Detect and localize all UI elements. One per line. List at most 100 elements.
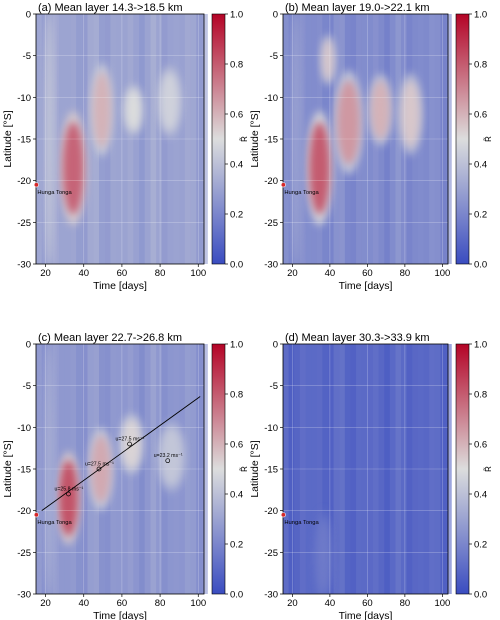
colorbar-tick-label: 1.0	[474, 10, 487, 21]
heatmap-column	[116, 344, 122, 594]
y-tick-label: -30	[17, 590, 31, 601]
y-tick-label: -5	[23, 381, 31, 392]
heatmap-column	[356, 344, 362, 594]
colorbar-tick-label: 0.2	[230, 210, 243, 221]
chart-panel-d: 20 40 60 80 100 -30 -25 -20 -15 -10 -5 0 (d) Mean la…	[249, 332, 493, 620]
colorbar-tick-label: 0.2	[474, 210, 487, 221]
heatmap-column	[418, 14, 424, 264]
heatmap-column	[184, 14, 191, 264]
colorbar-tick-label: 0.2	[474, 540, 487, 551]
heatmap-feature	[309, 122, 330, 214]
x-tick-label: 40	[325, 268, 336, 279]
x-tick-label: 20	[40, 268, 51, 279]
heatmap-column	[367, 14, 373, 264]
y-axis-label: Latitude [°S]	[249, 110, 261, 167]
chart-panel-c: 20 40 60 80 100 -30 -25 -20 -15 -10 -5 0 (c) Mean la…	[2, 332, 249, 620]
speed-point	[165, 458, 171, 464]
y-tick-label: -10	[17, 423, 31, 434]
heatmap-column	[87, 14, 94, 264]
colorbar-tick-label: 1.0	[230, 340, 243, 351]
colorbar-tick-label: 1.0	[474, 340, 487, 351]
y-tick-label: -5	[23, 51, 31, 62]
x-tick-label: 80	[400, 268, 411, 279]
heatmap-column	[196, 14, 203, 264]
speed-point	[127, 441, 132, 447]
chart-title: (a) Mean layer 14.3->18.5 km	[38, 2, 183, 14]
chart-title: (c) Mean layer 22.7->26.8 km	[38, 332, 182, 344]
x-tick-label: 20	[40, 598, 51, 609]
x-tick-label: 60	[117, 268, 128, 279]
heatmap-column	[395, 344, 402, 594]
heatmap-column	[179, 14, 185, 264]
hunga-tonga-marker	[33, 512, 39, 518]
colorbar	[211, 343, 226, 595]
heatmap-column	[367, 344, 373, 594]
colorbar-tick-label: 0.2	[230, 540, 243, 551]
y-axis-label: Latitude [°S]	[2, 110, 14, 167]
colorbar-label: R̃	[484, 136, 493, 142]
colorbar	[455, 13, 470, 265]
y-tick-label: -25	[17, 548, 31, 559]
heatmap-column	[144, 344, 151, 594]
heatmap-column	[333, 344, 340, 594]
heatmap-column	[316, 344, 323, 594]
heatmap-column	[384, 344, 390, 594]
x-axis-label: Time [days]	[339, 610, 393, 620]
y-tick-label: 0	[273, 340, 278, 351]
x-tick-label: 60	[117, 598, 128, 609]
heatmap-column	[162, 14, 168, 264]
x-tick-label: 40	[325, 598, 336, 609]
y-tick-label: -30	[264, 260, 278, 271]
heatmap-column	[76, 344, 82, 594]
y-tick-label: -10	[17, 93, 31, 104]
heatmap-column	[344, 344, 351, 594]
heatmap-column	[328, 344, 334, 594]
colorbar-tick-label: 1.0	[230, 10, 243, 21]
heatmap-column	[299, 344, 306, 594]
heatmap-column	[150, 344, 157, 594]
colorbar-tick-label: 0.8	[474, 60, 487, 71]
heatmap-column	[288, 344, 295, 594]
heatmap-features	[291, 14, 423, 264]
colorbar-tick-label: 0.6	[474, 440, 487, 451]
heatmap-column	[378, 344, 385, 594]
heatmap-column	[406, 344, 413, 594]
heatmap-column	[339, 344, 345, 594]
x-tick-label: 60	[362, 598, 373, 609]
x-tick-label: 80	[155, 268, 166, 279]
colorbar-tick-label: 0.4	[474, 490, 487, 501]
x-tick-label: 40	[78, 268, 89, 279]
colorbar-tick-label: 0.8	[230, 390, 243, 401]
heatmap-column	[36, 344, 42, 594]
y-tick-label: 0	[273, 10, 278, 21]
y-tick-label: -30	[17, 260, 31, 271]
x-tick-label: 80	[155, 598, 166, 609]
speed-label: u=27.5 ms⁻¹	[85, 462, 114, 468]
y-tick-label: -25	[264, 548, 278, 559]
heatmap-feature	[45, 344, 54, 594]
y-tick-label: -15	[264, 135, 278, 146]
heatmap-column	[389, 344, 396, 594]
heatmap-column	[283, 14, 289, 264]
heatmap-feature	[160, 427, 183, 486]
y-tick-label: -20	[264, 176, 278, 187]
heatmap-column	[429, 14, 435, 264]
colorbar-tick-label: 0.6	[474, 110, 487, 121]
x-tick-label: 100	[190, 268, 206, 279]
x-tick-label: 20	[287, 598, 298, 609]
heatmap-column	[311, 344, 317, 594]
y-tick-label: 0	[26, 10, 31, 21]
heatmap-column	[412, 344, 418, 594]
colorbar-tick-label: 0.6	[230, 440, 243, 451]
heatmap-feature	[337, 80, 360, 164]
chart-title: (b) Mean layer 19.0->22.1 km	[285, 2, 430, 14]
heatmap-feature	[45, 14, 54, 264]
y-tick-label: -15	[264, 465, 278, 476]
heatmap-feature	[401, 80, 420, 148]
y-tick-label: -25	[264, 218, 278, 229]
colorbar-tick-label: 0.8	[474, 390, 487, 401]
colorbar-tick-label: 0.0	[474, 590, 487, 601]
y-axis-label: Latitude [°S]	[2, 440, 14, 497]
hunga-tonga-marker	[280, 182, 286, 188]
